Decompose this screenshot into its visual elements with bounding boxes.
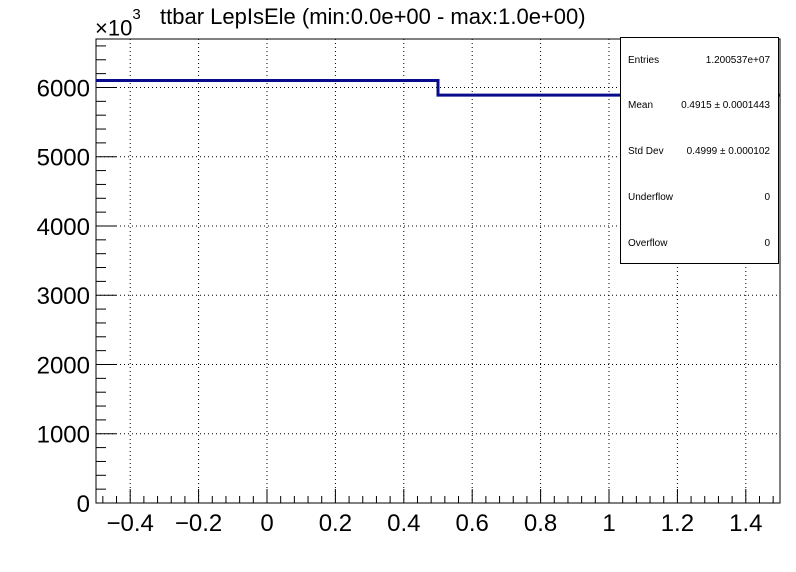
stats-underflow-row: Underflow 0 [628, 192, 770, 203]
x-tick-label: 0.6 [456, 510, 489, 537]
chart-title: ttbar LepIsEle (min:0.0e+00 - max:1.0e+0… [160, 4, 586, 29]
stats-stddev-row: Std Dev 0.4999 ± 0.000102 [628, 146, 770, 157]
y-tick-label: 6000 [37, 75, 90, 102]
x-tick-label: 1 [602, 510, 615, 537]
x-tick-label: 1.2 [661, 510, 694, 537]
x-tick-label: 0 [260, 510, 273, 537]
y-tick-label: 4000 [37, 214, 90, 241]
y-tick-label: 5000 [37, 145, 90, 172]
y-tick-label: 3000 [37, 283, 90, 310]
stats-mean-row: Mean 0.4915 ± 0.0001443 [628, 100, 770, 111]
x-tick-label: 0.4 [387, 510, 420, 537]
stats-overflow-row: Overflow 0 [628, 238, 770, 249]
y-tick-label: 0 [77, 491, 90, 518]
x-tick-label: 0.2 [319, 510, 352, 537]
stats-box: Entries 1.200537e+07 Mean 0.4915 ± 0.00014… [620, 37, 779, 264]
plot-frame [95, 38, 781, 504]
stats-entries-row: Entries 1.200537e+07 [628, 55, 770, 66]
x-tick-label: −0.4 [107, 510, 154, 537]
y-tick-label: 2000 [37, 352, 90, 379]
y-tick-label: 1000 [37, 422, 90, 449]
x-tick-label: 0.8 [524, 510, 557, 537]
x-tick-label: −0.2 [175, 510, 222, 537]
x-tick-label: 1.4 [729, 510, 762, 537]
histogram-series-line [96, 79, 780, 97]
y-axis-multiplier: ×103 [95, 6, 141, 41]
